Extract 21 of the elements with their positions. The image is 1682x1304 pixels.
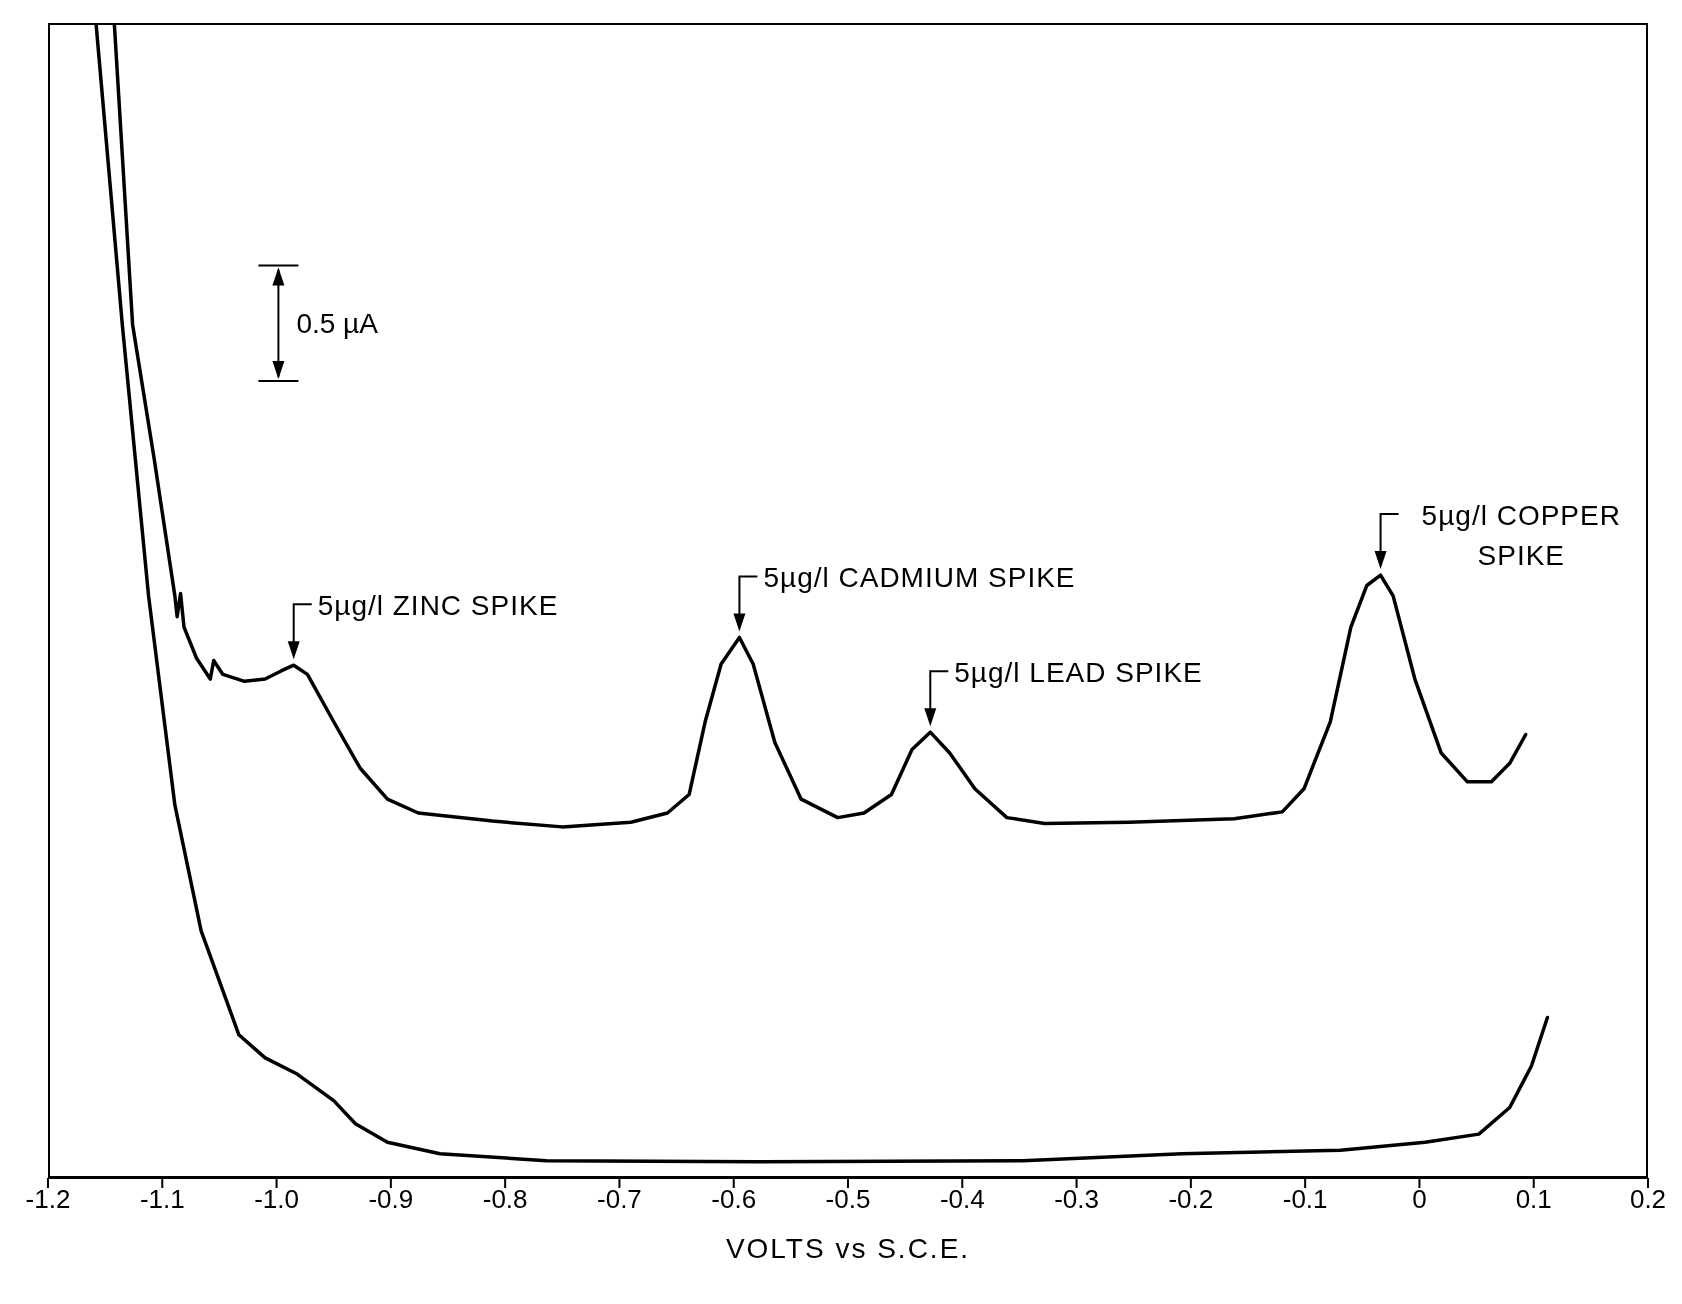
x-tick-label: -0.7 [597, 1184, 642, 1215]
x-tick-label: -0.4 [939, 1184, 985, 1215]
x-tick-label: -0.1 [1282, 1184, 1328, 1215]
x-tick-label: -0.8 [482, 1184, 528, 1215]
x-tick-label: -0.6 [711, 1184, 757, 1215]
x-tick-label: -0.9 [368, 1184, 414, 1215]
x-tick-label: -1.0 [254, 1184, 299, 1215]
x-tick-label: -0.2 [1168, 1184, 1214, 1215]
x-tick-label: 0 [1412, 1184, 1427, 1215]
x-tick-label: 0.1 [1515, 1184, 1552, 1215]
annotation: 5µg/l COPPER SPIKE [1420, 499, 1622, 574]
x-axis-title: VOLTS vs S.C.E. [725, 1233, 971, 1264]
annotation: 0.5 µA [296, 308, 379, 340]
x-tick-label: 0.2 [1629, 1184, 1667, 1215]
x-tick-label: -1.1 [139, 1184, 185, 1215]
x-tick-label: -1.2 [25, 1184, 71, 1215]
x-tick-label: -0.5 [825, 1184, 871, 1215]
annotation: 5µg/l CADMIUM SPIKE [763, 561, 1076, 596]
annotation: 5µg/l ZINC SPIKE [317, 589, 559, 624]
annotation: 5µg/l LEAD SPIKE [954, 656, 1203, 691]
x-tick-label: -0.3 [1054, 1184, 1099, 1215]
